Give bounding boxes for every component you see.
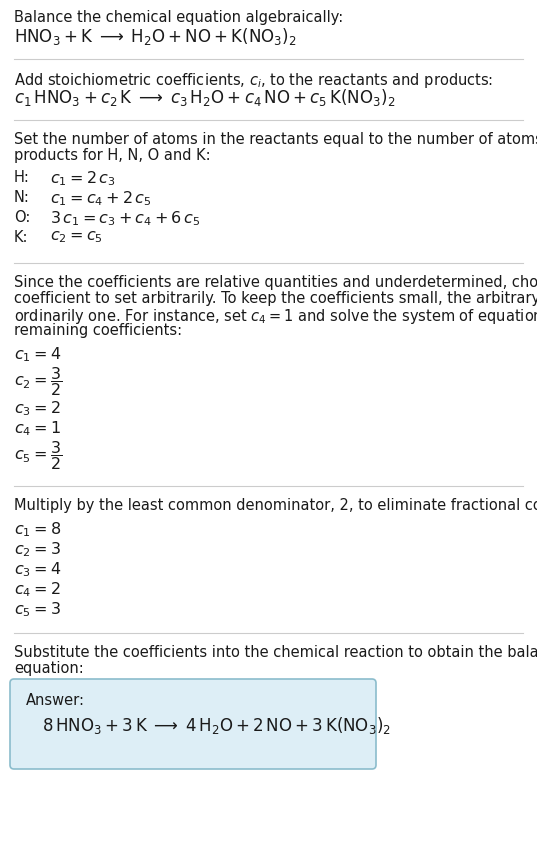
Text: Set the number of atoms in the reactants equal to the number of atoms in the: Set the number of atoms in the reactants… (14, 132, 537, 147)
Text: equation:: equation: (14, 661, 84, 676)
Text: $c_2 = \dfrac{3}{2}$: $c_2 = \dfrac{3}{2}$ (14, 365, 62, 398)
Text: $c_1 = 2\,c_3$: $c_1 = 2\,c_3$ (50, 169, 115, 188)
Text: $3\,c_1 = c_3 + c_4 + 6\,c_5$: $3\,c_1 = c_3 + c_4 + 6\,c_5$ (50, 209, 200, 227)
Text: Since the coefficients are relative quantities and underdetermined, choose a: Since the coefficients are relative quan… (14, 275, 537, 290)
Text: N:: N: (14, 190, 30, 205)
Text: $c_1 = 8$: $c_1 = 8$ (14, 520, 61, 539)
Text: $c_1 = c_4 + 2\,c_5$: $c_1 = c_4 + 2\,c_5$ (50, 189, 151, 208)
Text: H:: H: (14, 170, 30, 185)
Text: $c_3 = 2$: $c_3 = 2$ (14, 399, 61, 418)
Text: K:: K: (14, 230, 28, 245)
Text: O:: O: (14, 210, 31, 225)
Text: remaining coefficients:: remaining coefficients: (14, 323, 182, 338)
Text: $c_1\,\mathrm{HNO_3} + c_2\,\mathrm{K} \;\longrightarrow\; c_3\,\mathrm{H_2O} + : $c_1\,\mathrm{HNO_3} + c_2\,\mathrm{K} \… (14, 87, 395, 108)
Text: products for H, N, O and K:: products for H, N, O and K: (14, 148, 211, 163)
Text: ordinarily one. For instance, set $c_4 = 1$ and solve the system of equations fo: ordinarily one. For instance, set $c_4 =… (14, 307, 537, 326)
Text: $c_5 = \dfrac{3}{2}$: $c_5 = \dfrac{3}{2}$ (14, 439, 62, 472)
Text: coefficient to set arbitrarily. To keep the coefficients small, the arbitrary va: coefficient to set arbitrarily. To keep … (14, 291, 537, 306)
Text: Balance the chemical equation algebraically:: Balance the chemical equation algebraica… (14, 10, 343, 25)
Text: $c_2 = 3$: $c_2 = 3$ (14, 540, 61, 559)
Text: $\mathrm{HNO_3 + K \;\longrightarrow\; H_2O + NO + K(NO_3)_2}$: $\mathrm{HNO_3 + K \;\longrightarrow\; H… (14, 26, 296, 47)
Text: $c_2 = c_5$: $c_2 = c_5$ (50, 229, 103, 245)
Text: $c_4 = 1$: $c_4 = 1$ (14, 419, 61, 438)
Text: $c_3 = 4$: $c_3 = 4$ (14, 560, 61, 578)
Text: $c_1 = 4$: $c_1 = 4$ (14, 345, 61, 364)
Text: Substitute the coefficients into the chemical reaction to obtain the balanced: Substitute the coefficients into the che… (14, 645, 537, 660)
Text: Multiply by the least common denominator, 2, to eliminate fractional coefficient: Multiply by the least common denominator… (14, 498, 537, 513)
Text: Add stoichiometric coefficients, $c_i$, to the reactants and products:: Add stoichiometric coefficients, $c_i$, … (14, 71, 493, 90)
FancyBboxPatch shape (10, 679, 376, 769)
Text: $8\,\mathrm{HNO_3} + 3\,\mathrm{K} \;\longrightarrow\; 4\,\mathrm{H_2O} + 2\,\ma: $8\,\mathrm{HNO_3} + 3\,\mathrm{K} \;\lo… (42, 715, 391, 736)
Text: $c_4 = 2$: $c_4 = 2$ (14, 580, 61, 599)
Text: $c_5 = 3$: $c_5 = 3$ (14, 600, 61, 619)
Text: Answer:: Answer: (26, 693, 85, 708)
